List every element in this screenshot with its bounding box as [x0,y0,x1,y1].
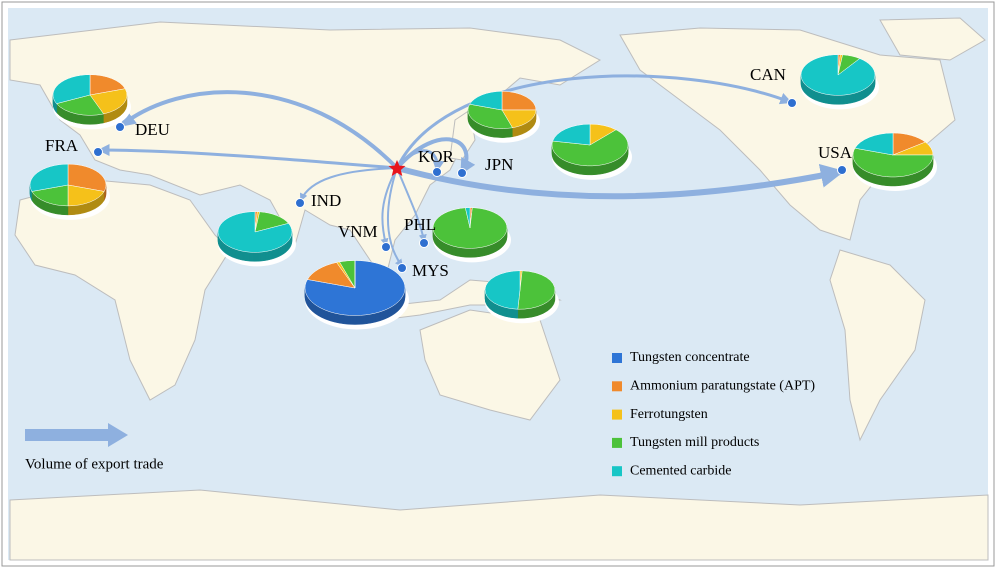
country-label: DEU [135,120,170,139]
pie-slice [29,163,69,192]
legend-swatch [612,353,622,363]
pie-slice [67,163,107,192]
pie-slice [67,184,105,207]
pie-slice [469,91,503,111]
pie-slice [501,109,537,129]
pie-slice [52,74,91,104]
pie-slice [31,184,69,207]
legend-label: Tungsten mill products [630,435,759,450]
pie-slice [217,211,293,253]
country-label: MYS [412,261,449,280]
legend-label: Cemented carbide [630,463,731,478]
country-label: KOR [418,147,455,166]
country-label: JPN [485,155,513,174]
pie-slice [517,270,556,310]
legend-swatch [612,466,622,477]
country-label: CAN [750,65,786,84]
pie-slice [551,129,629,167]
pie-slice [467,103,513,129]
pie-slice [501,91,537,111]
country-label: VNM [338,222,378,241]
legend-swatch [612,381,622,392]
volume-arrow-head [108,423,128,447]
country-dot [419,238,429,248]
country-dot [397,263,407,273]
legend-swatch [612,437,622,448]
pie-slice [552,123,591,146]
country-dot [837,165,847,175]
pie-slice [56,94,105,116]
trade-routes [97,74,845,268]
pie-slice [854,132,894,156]
country-dot [787,98,797,108]
country-dot [432,167,442,177]
country-label: FRA [45,136,79,155]
country-dot [93,147,103,157]
country-dot [295,198,305,208]
legend-swatch [612,409,622,420]
arrow-label: Volume of export trade [25,456,164,472]
legend-label: Ammonium paratungstate (APT) [630,379,815,394]
legend-label: Tungsten concentrate [630,350,750,365]
country-label: USA [818,143,853,162]
pie-slice [484,270,521,310]
legend-label: Ferrotungsten [630,407,708,422]
country-dot [457,168,467,178]
pie-slice [89,74,126,96]
country-dot [115,122,125,132]
country-label: PHL [404,215,436,234]
country-label: IND [311,191,341,210]
pie-slice [852,147,934,178]
country-dot [381,242,391,252]
pie-slice [465,207,471,229]
origin-star [388,160,406,176]
pie-slice [800,54,876,96]
